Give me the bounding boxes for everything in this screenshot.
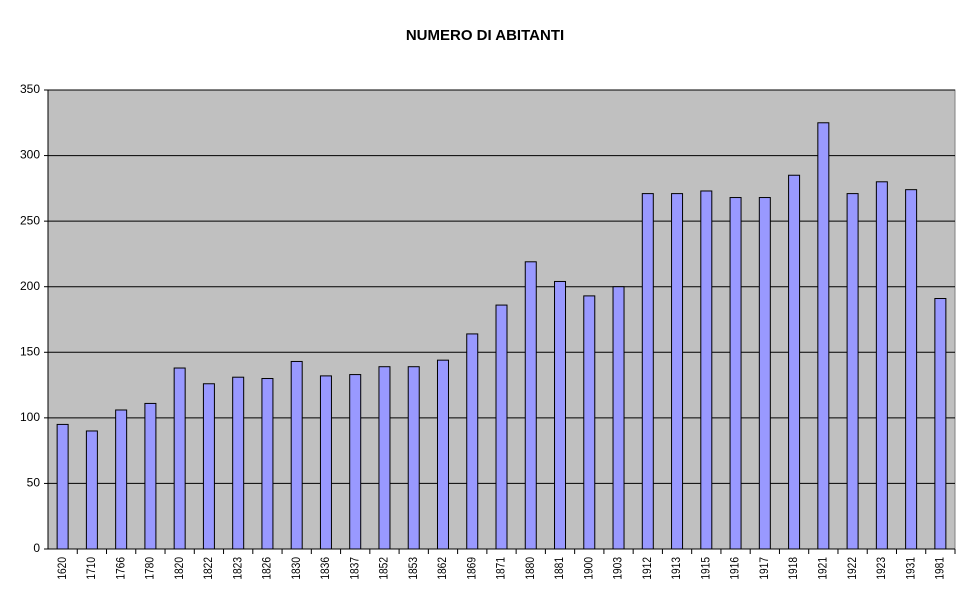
x-tick-label: 1823 (232, 557, 245, 580)
x-tick-label: 1917 (758, 557, 771, 580)
y-tick-label: 50 (27, 476, 41, 490)
y-tick-label: 350 (20, 82, 40, 96)
bar (85, 430, 98, 550)
bar (261, 378, 274, 550)
bar (173, 367, 186, 550)
bar (202, 383, 215, 550)
x-tick-label: 1820 (173, 557, 186, 580)
bar (846, 193, 859, 550)
y-tick-label: 150 (20, 344, 40, 358)
x-tick-label: 1921 (817, 557, 830, 580)
bar (612, 286, 625, 550)
bar (671, 193, 684, 550)
x-tick-label: 1922 (846, 557, 859, 580)
x-tick-label: 1853 (407, 557, 420, 580)
bar (290, 360, 303, 550)
bar (817, 122, 830, 550)
y-tick-label: 250 (20, 213, 40, 227)
x-tick-label: 1869 (466, 557, 479, 580)
y-tick-label: 100 (20, 410, 40, 424)
x-tick-label: 1903 (612, 557, 625, 580)
x-tick-label: 1918 (788, 557, 801, 580)
x-tick-label: 1830 (290, 557, 303, 580)
bar (495, 304, 508, 550)
bar (232, 376, 245, 550)
bar (700, 190, 713, 550)
bar (144, 402, 157, 550)
y-tick-label: 0 (33, 541, 40, 555)
x-tick-label: 1880 (524, 557, 537, 580)
bar (934, 298, 947, 550)
y-tick-label: 300 (20, 148, 40, 162)
x-tick-label: 1837 (349, 557, 362, 580)
y-tick-label: 200 (20, 279, 40, 293)
x-tick-label: 1881 (553, 557, 566, 580)
x-tick-label: 1862 (436, 557, 449, 580)
x-tick-label: 1912 (641, 557, 654, 580)
x-tick-label: 1852 (378, 557, 391, 580)
x-tick-label: 1822 (202, 557, 215, 580)
x-tick-label: 1931 (905, 557, 918, 580)
bar (641, 193, 654, 550)
x-tick-label: 1981 (934, 557, 947, 580)
bar (788, 174, 801, 550)
x-tick-label: 1710 (85, 557, 98, 580)
bar (349, 374, 362, 550)
x-tick-label: 1900 (583, 557, 596, 580)
chart-title: NUMERO DI ABITANTI (406, 27, 564, 44)
bar (319, 375, 332, 550)
x-tick-label: 1913 (671, 557, 684, 580)
x-tick-label: 1780 (144, 557, 157, 580)
bar (436, 359, 449, 550)
bar (905, 189, 918, 550)
x-tick-label: 1923 (875, 557, 888, 580)
bar (583, 295, 596, 550)
x-tick-label: 1836 (319, 557, 332, 580)
bar (758, 197, 771, 550)
x-tick-label: 1915 (700, 557, 713, 580)
bar (115, 409, 128, 550)
x-tick-label: 1916 (729, 557, 742, 580)
x-tick-label: 1620 (56, 557, 69, 580)
bar (524, 261, 537, 550)
bar (554, 280, 567, 550)
x-tick-label: 1871 (495, 557, 508, 580)
bar (407, 366, 420, 550)
x-tick-label: 1826 (261, 557, 274, 580)
bar (729, 197, 742, 550)
bar (875, 181, 888, 550)
x-tick-label: 1766 (115, 557, 128, 580)
bar (56, 423, 69, 550)
bar (378, 366, 391, 550)
bar (466, 333, 479, 550)
